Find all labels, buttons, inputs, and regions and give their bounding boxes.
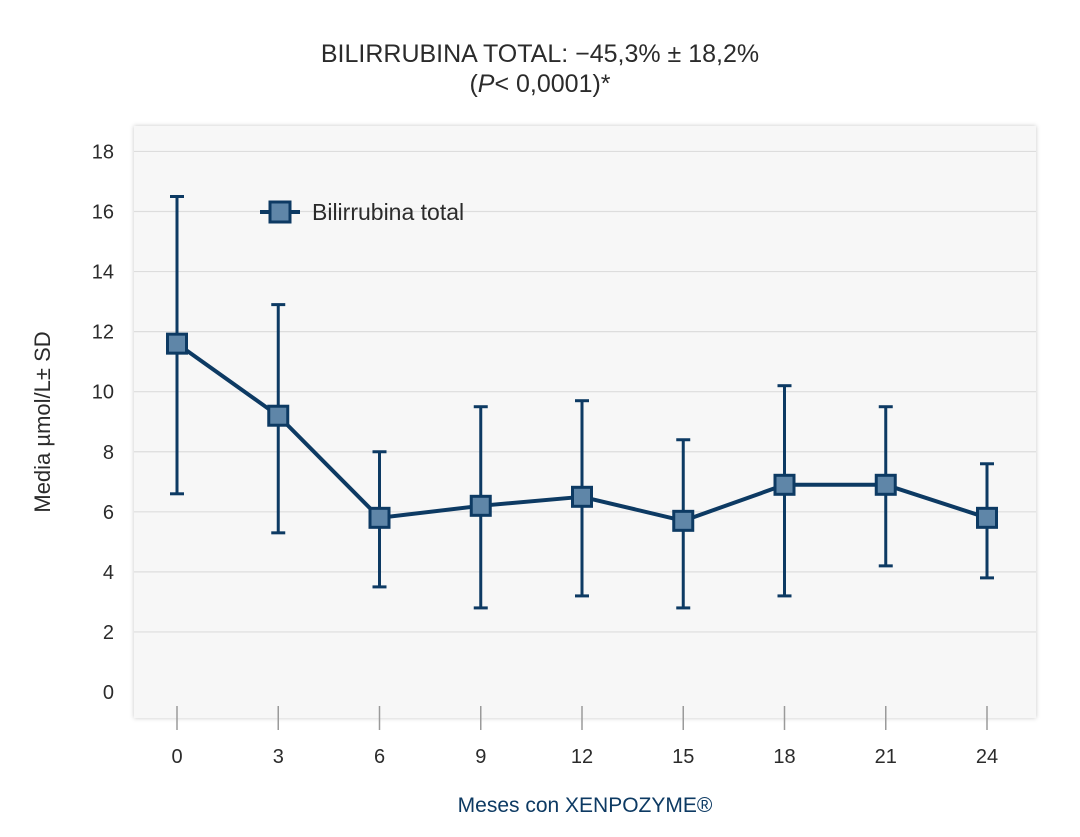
y-tick-label: 18	[92, 141, 114, 163]
legend: Bilirrubina total	[260, 199, 464, 225]
y-tick-label: 12	[92, 322, 114, 344]
y-tick-label: 4	[103, 562, 114, 584]
data-point	[166, 332, 188, 355]
y-tick-label: 0	[103, 682, 114, 704]
x-tick-label: 0	[171, 746, 182, 768]
x-tick-label: 18	[773, 746, 795, 768]
chart-subtitle: (P< 0,0001)*	[0, 70, 1080, 99]
data-point	[672, 509, 695, 532]
y-tick-label: 6	[103, 502, 114, 524]
data-series	[166, 332, 998, 532]
data-point	[976, 506, 998, 529]
x-tick-label: 24	[976, 746, 998, 768]
y-tick-label: 2	[103, 622, 114, 644]
legend-label: Bilirrubina total	[312, 199, 464, 225]
subtitle-prefix: (	[469, 70, 478, 98]
subtitle-p-symbol: P	[477, 70, 495, 98]
data-point	[571, 485, 593, 508]
data-point	[874, 473, 897, 496]
y-tick-label: 10	[92, 382, 114, 404]
x-tick-label: 9	[475, 746, 486, 768]
y-tick-label: 14	[92, 262, 114, 284]
data-point	[267, 404, 290, 427]
data-point	[368, 506, 391, 529]
x-tick-label: 3	[273, 746, 284, 768]
data-point	[773, 473, 796, 496]
y-axis-ticks: 0 2 4 6 8 10 12 14 16 18	[92, 141, 114, 704]
x-axis-ticks: 0 3 6 9 12 15 18 21 24	[171, 706, 998, 768]
x-tick-label: 6	[374, 746, 385, 768]
y-tick-label: 8	[103, 442, 114, 464]
y-tick-label: 16	[92, 202, 114, 224]
x-tick-label: 12	[571, 746, 593, 768]
x-tick-label: 21	[875, 746, 897, 768]
y-axis-label: Media µmol/L± SD	[30, 331, 55, 512]
data-point	[469, 494, 492, 517]
x-axis-label: Meses con XENPOZYME®	[458, 794, 713, 817]
x-tick-label: 15	[672, 746, 694, 768]
chart-title: BILIRRUBINA TOTAL: −45,3% ± 18,2%	[320, 40, 760, 68]
legend-marker-swatch	[268, 200, 292, 224]
subtitle-rest: < 0,0001)*	[494, 70, 611, 98]
